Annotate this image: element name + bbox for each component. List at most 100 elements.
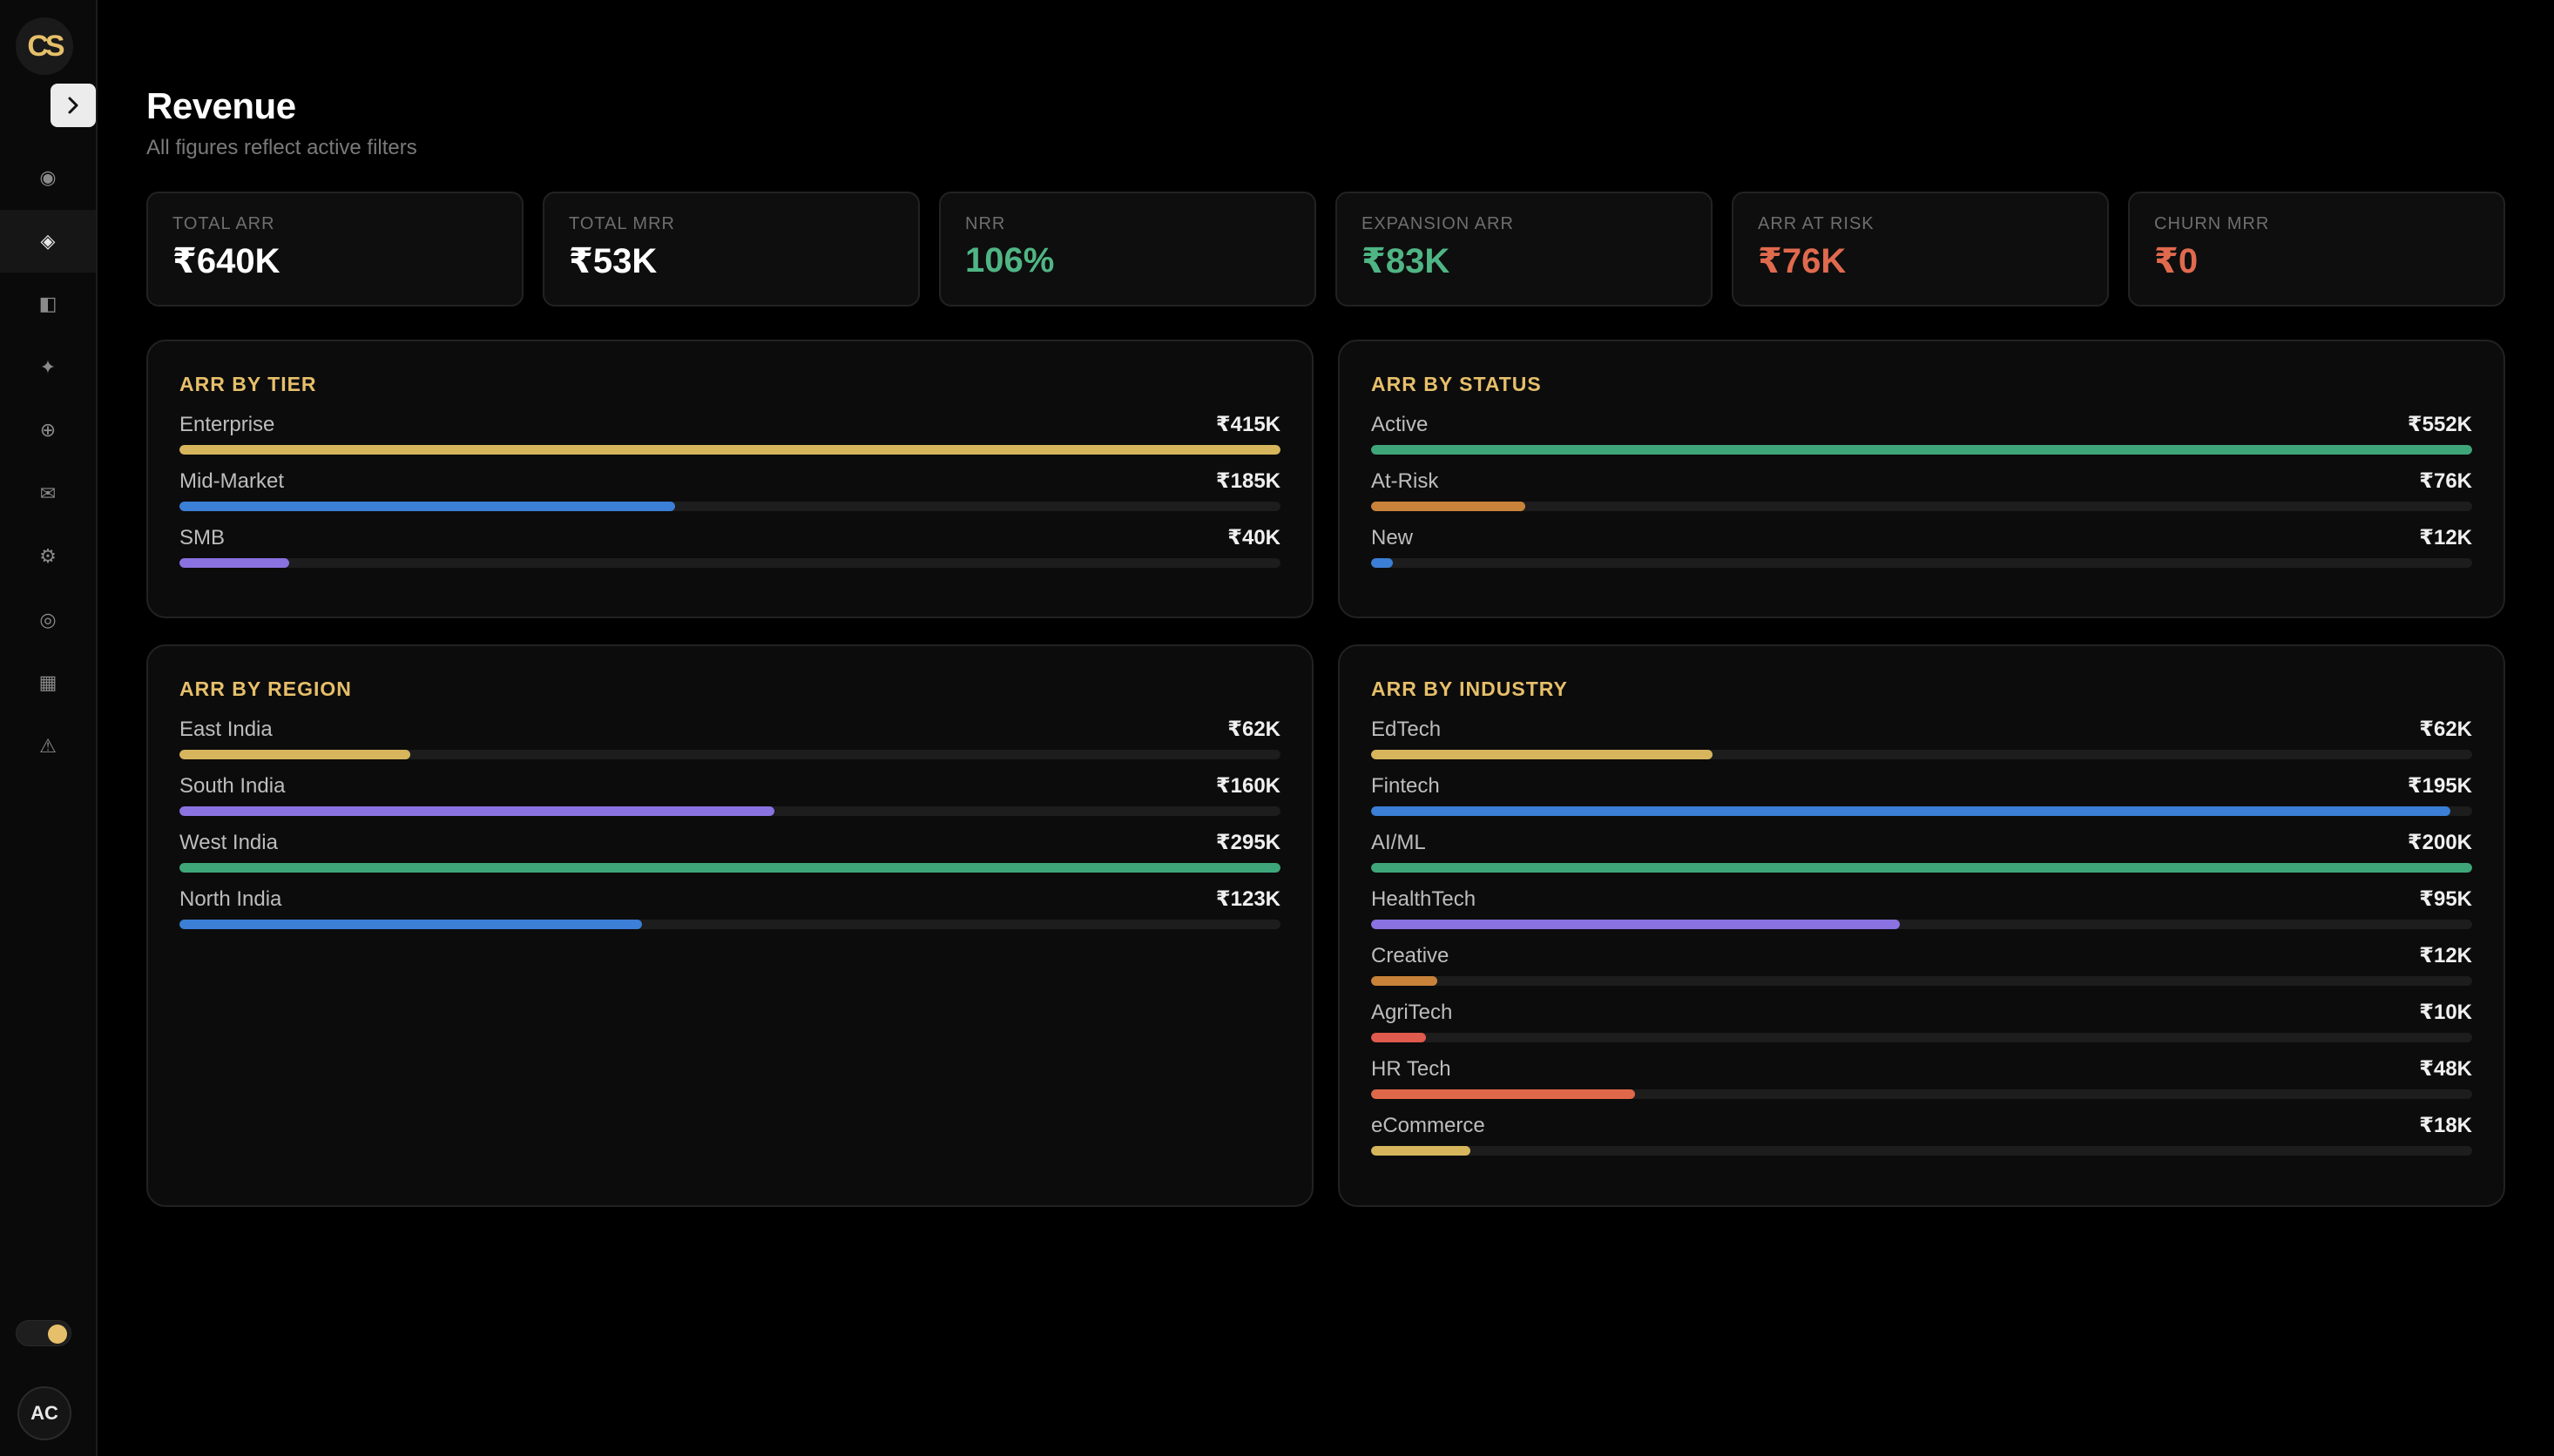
bar-value: ₹123K <box>1215 887 1280 911</box>
nav-item-settings[interactable]: ⚙ <box>0 525 96 588</box>
kpi-label: TOTAL ARR <box>172 214 275 233</box>
nav-item-alerts[interactable]: ⚠ <box>0 715 96 778</box>
kpi-label: NRR <box>965 214 1006 233</box>
bar-label: Creative <box>1371 944 1449 967</box>
bar-head: Creative ₹12K <box>1371 943 2472 973</box>
kpi-row: TOTAL ARR ₹640K TOTAL MRR ₹53K NRR 106% EXPANS… <box>146 192 2505 307</box>
bar-track <box>1371 1033 2472 1042</box>
bar-label: eCommerce <box>1371 1114 1485 1137</box>
bar-fill <box>179 863 1280 873</box>
bar-value: ₹160K <box>1215 774 1280 798</box>
bar-track <box>179 502 1280 511</box>
bar-fill <box>1371 502 1525 511</box>
kpi-value: ₹76K <box>1758 242 1847 280</box>
bar-track <box>179 863 1280 873</box>
bar-track <box>1371 920 2472 929</box>
bar-track <box>1371 976 2472 986</box>
kpi-card: TOTAL ARR ₹640K <box>146 192 524 307</box>
bar-track <box>179 920 1280 929</box>
bar-label: Fintech <box>1371 774 1440 798</box>
bar-row: Active ₹552K <box>1371 412 2472 468</box>
avatar-initials: AC <box>30 1402 58 1424</box>
bar-fill <box>1371 863 2472 873</box>
bar-label: SMB <box>179 526 226 549</box>
bar-row: Fintech ₹195K <box>1371 773 2472 830</box>
nav-item-insights[interactable]: ✦ <box>0 336 96 399</box>
diamond-icon: ◈ <box>40 229 56 252</box>
panel-arr-by-region: ARR BY REGION East India ₹62K South India ₹… <box>146 644 1314 1207</box>
bar-row: New ₹12K <box>1371 525 2472 582</box>
page-title: Revenue <box>146 85 296 126</box>
page-subtitle: All figures reflect active filters <box>146 136 417 159</box>
panel-arr-by-industry: ARR BY INDUSTRY EdTech ₹62K Fintech ₹195K AI… <box>1338 644 2505 1207</box>
toggle-knob <box>48 1325 67 1344</box>
bar-head: New ₹12K <box>1371 525 2472 555</box>
nav-item-overview[interactable]: ◉ <box>0 146 96 209</box>
target-icon: ◎ <box>39 608 57 630</box>
bar-value: ₹48K <box>2419 1057 2472 1081</box>
panel-title: ARR BY REGION <box>179 677 352 700</box>
gear-icon: ⚙ <box>39 545 57 567</box>
bar-head: Mid-Market ₹185K <box>179 468 1280 498</box>
bar-label: West India <box>179 831 278 854</box>
bar-head: SMB ₹40K <box>179 525 1280 555</box>
bar-track <box>179 445 1280 455</box>
avatar[interactable]: AC <box>17 1386 71 1440</box>
bar-list: East India ₹62K South India ₹160K West India… <box>179 717 1280 943</box>
bar-track <box>179 558 1280 568</box>
kpi-value: ₹640K <box>172 242 280 280</box>
bar-row: Creative ₹12K <box>1371 943 2472 1000</box>
bar-fill <box>1371 920 1900 929</box>
bar-label: AgriTech <box>1371 1001 1453 1024</box>
bar-head: EdTech ₹62K <box>1371 717 2472 746</box>
bar-fill <box>179 920 642 929</box>
brand-logo[interactable]: CS <box>16 17 73 75</box>
bar-fill <box>179 806 774 816</box>
kpi-value: ₹83K <box>1361 242 1450 280</box>
bar-row: AI/ML ₹200K <box>1371 830 2472 886</box>
bar-track <box>179 750 1280 759</box>
bar-head: South India ₹160K <box>179 773 1280 803</box>
nav-item-targets[interactable]: ◎ <box>0 589 96 651</box>
sparkle-icon: ✦ <box>39 355 57 378</box>
panel-title: ARR BY INDUSTRY <box>1371 677 1568 700</box>
plus-circle-icon: ⊕ <box>39 419 57 441</box>
bar-value: ₹40K <box>1227 526 1280 549</box>
bar-track <box>1371 806 2472 816</box>
bar-fill <box>179 445 1280 455</box>
bar-fill <box>179 558 290 568</box>
sidebar-expand-button[interactable] <box>51 84 96 127</box>
bar-row: AgriTech ₹10K <box>1371 1000 2472 1056</box>
nav-item-revenue[interactable]: ◈ <box>0 209 96 273</box>
bar-value: ₹12K <box>2419 526 2472 549</box>
bar-row: SMB ₹40K <box>179 525 1280 582</box>
bar-label: South India <box>179 774 286 798</box>
nav-item-messages[interactable]: ✉ <box>0 462 96 525</box>
nav-item-accounts[interactable]: ◧ <box>0 273 96 335</box>
circle-dot-icon: ◉ <box>39 166 57 188</box>
bar-track <box>1371 1089 2472 1099</box>
kpi-value: ₹53K <box>569 242 658 280</box>
bar-track <box>179 806 1280 816</box>
bar-row: At-Risk ₹76K <box>1371 468 2472 525</box>
bar-label: HealthTech <box>1371 887 1476 911</box>
kpi-card: CHURN MRR ₹0 <box>2128 192 2505 307</box>
nav-item-reports[interactable]: ▦ <box>0 651 96 714</box>
kpi-card: NRR 106% <box>939 192 1316 307</box>
bar-value: ₹18K <box>2419 1114 2472 1137</box>
kpi-label: CHURN MRR <box>2154 214 2270 233</box>
bar-value: ₹295K <box>1215 831 1280 854</box>
bar-head: AgriTech ₹10K <box>1371 1000 2472 1029</box>
theme-toggle[interactable] <box>16 1320 71 1346</box>
kpi-card: EXPANSION ARR ₹83K <box>1335 192 1713 307</box>
bar-fill <box>179 750 411 759</box>
bar-row: HealthTech ₹95K <box>1371 886 2472 943</box>
bar-fill <box>1371 1146 1470 1156</box>
panel-icon: ◧ <box>38 293 57 314</box>
nav-item-add[interactable]: ⊕ <box>0 399 96 462</box>
panel-arr-by-status: ARR BY STATUS Active ₹552K At-Risk ₹76K New ₹… <box>1338 340 2505 618</box>
bar-head: Fintech ₹195K <box>1371 773 2472 803</box>
kpi-card: ARR AT RISK ₹76K <box>1732 192 2109 307</box>
bar-label: HR Tech <box>1371 1057 1451 1081</box>
bar-value: ₹10K <box>2419 1001 2472 1024</box>
